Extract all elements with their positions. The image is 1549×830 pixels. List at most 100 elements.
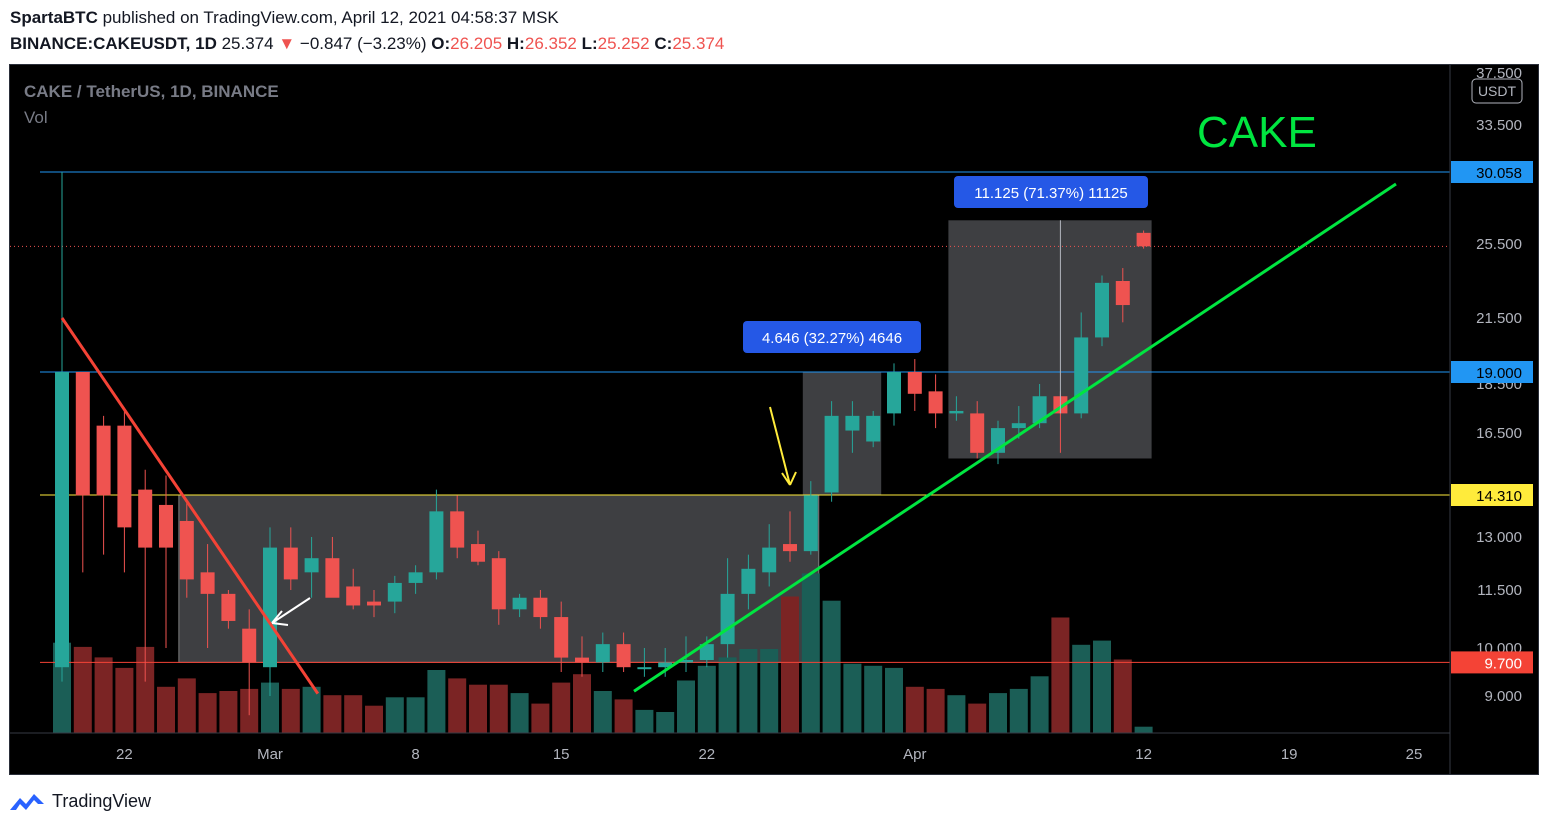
measure-label-2: 11.125 (71.37%) 11125 <box>974 185 1127 202</box>
currency-badge-frame <box>1471 78 1523 104</box>
time-tick-label: Mar <box>257 746 283 763</box>
candle-body <box>450 511 465 548</box>
close-value: 25.374 <box>672 34 725 53</box>
publish-info: SpartaBTC published on TradingView.com, … <box>10 8 559 28</box>
candle-body <box>783 544 797 552</box>
down-triangle-icon: ▼ <box>278 34 296 53</box>
measure-label-1: 4.646 (32.27%) 4646 <box>762 330 902 347</box>
candle-body <box>658 662 673 668</box>
price-tick-label: 16.500 <box>1476 425 1522 442</box>
candle-body <box>533 597 548 618</box>
currency-badge: USDT <box>1478 83 1517 99</box>
author-name[interactable]: SpartaBTC <box>10 8 98 27</box>
candle-body <box>96 425 111 496</box>
volume-bar <box>593 691 612 733</box>
volume-bar <box>344 695 363 733</box>
resistance-trendline <box>60 317 320 695</box>
candle-body <box>595 644 610 663</box>
candle-body <box>346 586 361 606</box>
legend-volume: Vol <box>24 108 48 127</box>
volume-bar <box>552 682 571 733</box>
level-tag-label: 19.000 <box>1476 365 1522 382</box>
legend-title: CAKE / TetherUS, 1D, BINANCE <box>24 82 279 101</box>
candle-body <box>471 544 485 562</box>
candle-body <box>179 520 194 580</box>
tradingview-logo-icon <box>10 794 44 810</box>
volume-bar <box>448 678 467 733</box>
last-price: 25.374 <box>221 34 274 53</box>
volume-bar <box>365 705 383 733</box>
volume-bar <box>281 688 300 733</box>
candle-body <box>263 547 277 668</box>
volume-bar <box>968 703 987 733</box>
candle-body <box>679 660 693 663</box>
symbol: BINANCE:CAKEUSDT, 1D <box>10 34 217 53</box>
chart-panel[interactable]: 37.500 33.500 25.500 21.500 18.500 16.500 13.0… <box>9 64 1539 775</box>
volume-bar <box>510 693 529 733</box>
time-tick-label: 22 <box>698 746 715 763</box>
time-tick-label: 22 <box>116 746 133 763</box>
price-tick-label: 37.500 <box>1476 65 1522 82</box>
volume-bar <box>635 709 654 733</box>
volume-bar <box>718 657 737 733</box>
candle-body <box>1115 281 1130 306</box>
time-tick-label: Apr <box>903 746 926 763</box>
high-label: H: <box>506 34 525 53</box>
time-tick-label: 15 <box>553 746 570 763</box>
measure-label-1-bg <box>743 321 921 353</box>
level-tag-bg <box>1451 484 1533 506</box>
volume-bar <box>864 665 883 733</box>
time-tick-label: 12 <box>1135 746 1152 763</box>
yellow-arrow <box>769 406 797 486</box>
candle-body <box>554 617 569 658</box>
candle-body <box>928 391 943 414</box>
volume-bar <box>489 684 508 733</box>
candle-body <box>221 593 236 621</box>
candle-body <box>907 372 922 394</box>
price-tick-label: 21.500 <box>1476 310 1522 327</box>
volume-bar <box>323 695 342 733</box>
white-arrow <box>271 597 311 626</box>
measure-label-2-bg <box>954 176 1148 208</box>
candle-body <box>803 495 818 552</box>
candle-body <box>429 511 444 573</box>
candle-body <box>949 410 964 414</box>
candle-body <box>824 415 839 493</box>
level-tag-bg <box>1451 361 1533 383</box>
candle-body <box>637 667 652 670</box>
volume-bar <box>905 686 924 733</box>
open-label: O: <box>431 34 451 53</box>
volume-bar <box>157 686 175 733</box>
volume-bar <box>115 667 134 733</box>
volume-bar <box>697 665 716 733</box>
tradingview-brand[interactable]: TradingView <box>8 790 151 812</box>
volume-bar <box>73 646 92 733</box>
volume-bar <box>94 657 113 733</box>
candle-body <box>55 372 69 668</box>
price-chart[interactable]: 37.50033.50025.50021.50018.50016.50013.0… <box>10 65 1538 774</box>
candle-body <box>512 597 527 610</box>
price-tick-label: 11.500 <box>1477 582 1522 599</box>
volume-bar <box>302 686 321 733</box>
volume-bar <box>614 699 633 733</box>
candle-body <box>866 415 881 442</box>
candle-body <box>283 547 298 580</box>
volume-bar <box>1009 688 1028 733</box>
volume-bar <box>385 697 404 733</box>
candle-body <box>741 568 756 594</box>
volume-bar <box>843 663 862 733</box>
candle-body <box>575 657 589 663</box>
candle-body <box>491 558 506 610</box>
candle-body <box>325 558 340 598</box>
candle-body <box>367 601 381 606</box>
candle-body <box>242 628 257 663</box>
volume-bar <box>1051 617 1070 733</box>
open-value: 26.205 <box>450 34 503 53</box>
candle-body <box>720 593 735 645</box>
candle-body <box>845 415 860 431</box>
candle-body <box>1032 396 1047 424</box>
volume-bar <box>989 693 1007 733</box>
price-tick-label: 13.000 <box>1476 529 1522 546</box>
candle-body <box>616 644 631 668</box>
high-value: 26.352 <box>524 34 577 53</box>
